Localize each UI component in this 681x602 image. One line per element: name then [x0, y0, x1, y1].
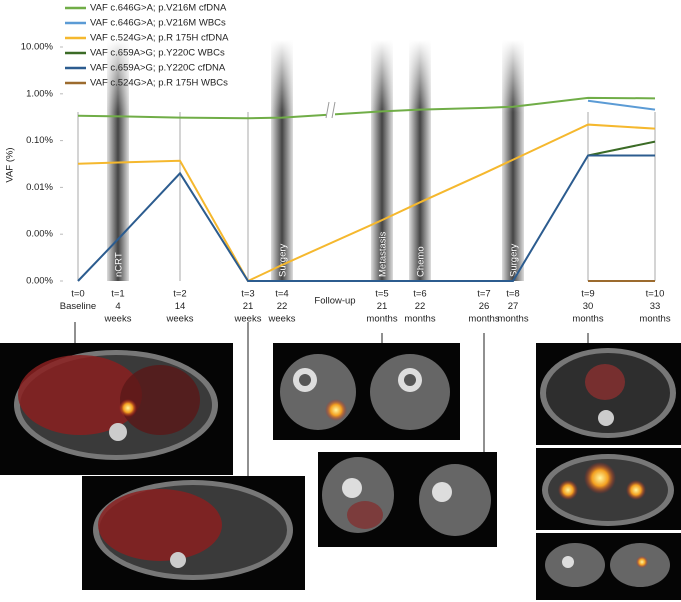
x-tick-label: t=0: [71, 289, 84, 300]
y-tick-label: 0.01%: [26, 182, 53, 193]
y-tick-label: 1.00%: [26, 88, 53, 99]
x-tick-label: 30: [583, 301, 594, 312]
scan: [536, 533, 681, 600]
x-tick-label: t=2: [173, 289, 186, 300]
y-tick-label: 0.00%: [26, 276, 53, 287]
x-tick-label: months: [404, 314, 435, 325]
x-tick-label: months: [468, 314, 499, 325]
plot: [60, 46, 656, 283]
x-tick-label: months: [366, 314, 397, 325]
x-tick-label: months: [572, 314, 603, 325]
x-tick-label: t=3: [241, 289, 254, 300]
x-tick-label: t=5: [375, 289, 388, 300]
x-tick-label: 26: [479, 301, 490, 312]
y-tick-label: 10.00%: [21, 42, 54, 53]
event-fade: [409, 40, 431, 281]
legend-label: VAF c.659A>G; p.Y220C WBCs: [90, 48, 225, 59]
scan: [0, 343, 233, 475]
x-tick-label: months: [497, 314, 528, 325]
scan: [536, 448, 681, 530]
legend-label: VAF c.646G>A; p.V216M WBCs: [90, 18, 226, 29]
x-tick-label: weeks: [166, 314, 194, 325]
x-tick-label: weeks: [268, 314, 296, 325]
event-label: Surgery: [278, 243, 289, 277]
x-tick-label: t=1: [111, 289, 124, 300]
x-tick-label: 21: [243, 301, 254, 312]
series-line: [77, 154, 655, 282]
legend-label: VAF c.524G>A; p.R 175H cfDNA: [90, 33, 229, 44]
event-fade: [107, 40, 129, 281]
series-line: [77, 96, 656, 120]
x-tick-label: 27: [508, 301, 519, 312]
event-fade: [371, 40, 393, 281]
legend-label: VAF c.646G>A; p.V216M cfDNA: [90, 3, 227, 14]
scan-images: [0, 343, 681, 600]
axis-break-mark: [325, 101, 330, 119]
x-tick-label: 14: [175, 301, 186, 312]
x-tick-label: 22: [415, 301, 426, 312]
x-tick-label: Baseline: [60, 301, 96, 312]
event-label: nCRT: [114, 252, 125, 277]
series-line: [587, 99, 656, 111]
x-tick-label: weeks: [234, 314, 262, 325]
x-annotation: Follow-up: [314, 296, 355, 307]
x-tick-label: t=6: [413, 289, 426, 300]
x-tick-label: weeks: [104, 314, 132, 325]
x-tick-label: t=4: [275, 289, 288, 300]
scan: [273, 343, 460, 440]
y-axis-label: VAF (%): [5, 147, 16, 182]
x-tick-label: 22: [277, 301, 288, 312]
axis-break: [326, 100, 335, 120]
event-label: Metastasis: [378, 231, 389, 277]
axis-break-mark: [331, 101, 336, 119]
x-tick-label: t=7: [477, 289, 490, 300]
event-fade: [271, 40, 293, 281]
legend-label: VAF c.524G>A; p.R 175H WBCs: [90, 78, 228, 89]
x-tick-label: t=8: [506, 289, 519, 300]
connectors: [74, 322, 589, 476]
x-tick-label: 21: [377, 301, 388, 312]
series-line: [77, 123, 656, 283]
legend-label: VAF c.659A>G; p.Y220C cfDNA: [90, 63, 226, 74]
scan: [536, 343, 681, 445]
x-tick-label: t=9: [581, 289, 594, 300]
series-line: [587, 140, 656, 157]
x-tick-label: t=10: [646, 289, 665, 300]
x-tick-label: 33: [650, 301, 661, 312]
x-tick-label: 4: [115, 301, 120, 312]
x-tick-label: months: [639, 314, 670, 325]
scan: [82, 476, 305, 590]
y-tick-label: 0.00%: [26, 229, 53, 240]
event-label: Surgery: [509, 243, 520, 277]
event-label: Chemo: [416, 246, 427, 277]
scan: [318, 452, 497, 547]
y-tick-label: 0.10%: [26, 135, 53, 146]
